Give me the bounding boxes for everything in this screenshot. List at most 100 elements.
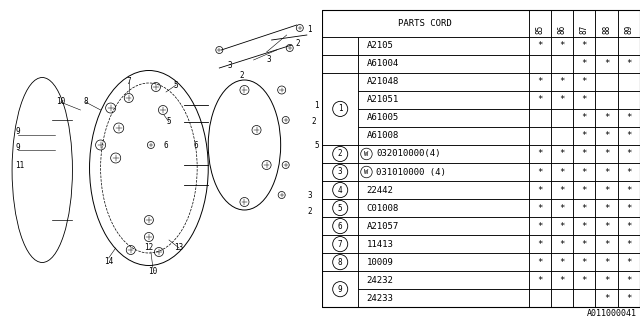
Bar (618, 271, 640, 289)
Text: *: * (537, 204, 543, 212)
Bar (573, 199, 595, 217)
Text: A21051: A21051 (367, 95, 399, 104)
Text: 7: 7 (127, 77, 131, 86)
Bar (595, 217, 618, 235)
Text: 031010000 (4): 031010000 (4) (376, 167, 446, 177)
Text: *: * (537, 95, 543, 104)
Text: *: * (626, 132, 632, 140)
Bar (358, 109, 529, 127)
Text: 11: 11 (15, 161, 25, 170)
Bar (573, 127, 595, 145)
Text: 2: 2 (312, 117, 316, 126)
Text: 8: 8 (83, 98, 88, 107)
Bar (595, 271, 618, 289)
Text: *: * (626, 204, 632, 212)
Text: *: * (559, 240, 564, 249)
Bar (322, 10, 529, 37)
Bar (322, 235, 358, 253)
Bar (529, 55, 551, 73)
Bar (551, 235, 573, 253)
Text: *: * (604, 186, 609, 195)
Bar (618, 181, 640, 199)
Text: *: * (582, 95, 587, 104)
Bar (595, 73, 618, 91)
Bar (618, 109, 640, 127)
Text: 2: 2 (239, 70, 244, 79)
Bar (595, 37, 618, 55)
Bar (618, 235, 640, 253)
Text: *: * (582, 77, 587, 86)
Text: *: * (559, 221, 564, 231)
Text: 87: 87 (580, 24, 589, 34)
Bar (529, 73, 551, 91)
Text: *: * (582, 59, 587, 68)
Text: *: * (537, 77, 543, 86)
Text: 3: 3 (227, 60, 232, 69)
Text: *: * (537, 258, 543, 267)
Text: 3: 3 (308, 190, 312, 199)
Bar (551, 271, 573, 289)
Bar (573, 91, 595, 109)
Text: *: * (537, 221, 543, 231)
Text: 5: 5 (166, 117, 172, 126)
Text: *: * (537, 276, 543, 285)
Bar (618, 73, 640, 91)
Text: *: * (604, 204, 609, 212)
Text: 2: 2 (296, 38, 300, 47)
Bar (573, 253, 595, 271)
Text: *: * (626, 149, 632, 158)
Bar (358, 127, 529, 145)
Text: *: * (604, 221, 609, 231)
Bar (358, 235, 529, 253)
Bar (551, 91, 573, 109)
Text: 12: 12 (144, 244, 154, 252)
Bar (358, 289, 529, 307)
Text: 24232: 24232 (367, 276, 394, 285)
Bar (551, 127, 573, 145)
Bar (358, 181, 529, 199)
Text: *: * (582, 186, 587, 195)
Bar (529, 10, 551, 37)
Text: 3: 3 (338, 167, 342, 177)
Bar (322, 217, 358, 235)
Bar (573, 73, 595, 91)
Bar (595, 145, 618, 163)
Bar (529, 109, 551, 127)
Text: *: * (626, 294, 632, 303)
Bar (618, 91, 640, 109)
Bar (595, 55, 618, 73)
Text: 10: 10 (56, 98, 65, 107)
Bar (358, 145, 529, 163)
Bar (322, 145, 358, 163)
Text: *: * (582, 204, 587, 212)
Text: 11413: 11413 (367, 240, 394, 249)
Bar (358, 37, 529, 55)
Bar (358, 55, 529, 73)
Bar (322, 271, 358, 307)
Text: *: * (559, 149, 564, 158)
Bar (573, 163, 595, 181)
Bar (551, 181, 573, 199)
Bar (551, 10, 573, 37)
Bar (595, 235, 618, 253)
Bar (595, 10, 618, 37)
Text: *: * (604, 240, 609, 249)
Text: 8: 8 (338, 258, 342, 267)
Text: *: * (537, 149, 543, 158)
Bar (529, 181, 551, 199)
Bar (551, 253, 573, 271)
Bar (322, 55, 358, 73)
Bar (529, 199, 551, 217)
Bar (595, 199, 618, 217)
Text: PARTS CORD: PARTS CORD (399, 19, 452, 28)
Bar (573, 289, 595, 307)
Text: *: * (626, 221, 632, 231)
Bar (551, 55, 573, 73)
Text: 4: 4 (338, 186, 342, 195)
Text: 9: 9 (16, 127, 20, 137)
Text: *: * (604, 167, 609, 177)
Text: *: * (626, 258, 632, 267)
Text: 5: 5 (338, 204, 342, 212)
Text: *: * (582, 149, 587, 158)
Text: *: * (626, 59, 632, 68)
